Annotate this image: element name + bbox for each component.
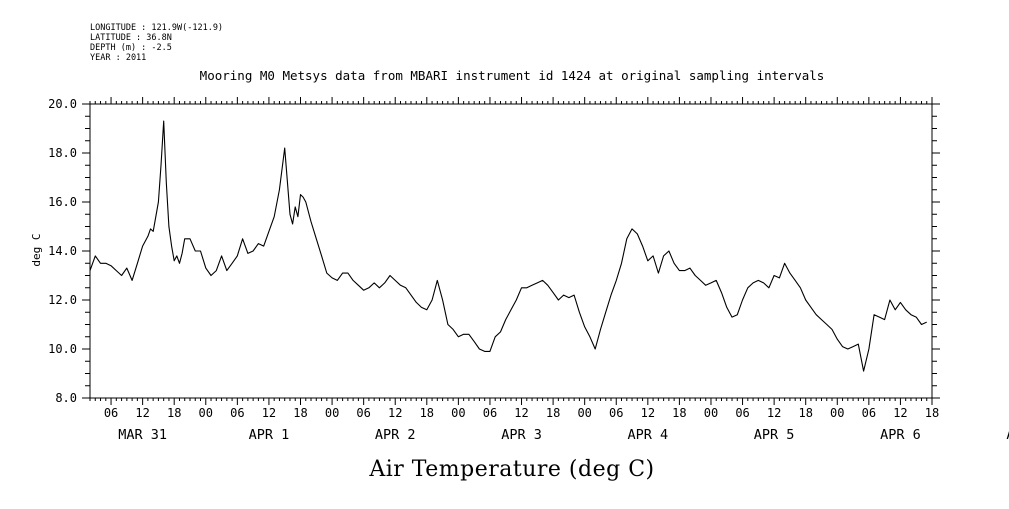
- meta-longitude: LONGITUDE : 121.9W(-121.9): [90, 23, 223, 33]
- x-hour-tick-label: 06: [230, 406, 244, 420]
- y-tick-label: 12.0: [48, 293, 77, 307]
- y-tick-label: 14.0: [48, 244, 77, 258]
- x-hour-tick-label: 18: [672, 406, 686, 420]
- x-hour-tick-label: 00: [704, 406, 718, 420]
- y-tick-label: 10.0: [48, 342, 77, 356]
- x-date-label: MAR 31: [118, 427, 167, 443]
- x-hour-tick-label: 06: [104, 406, 118, 420]
- x-hour-tick-label: 12: [388, 406, 402, 420]
- meta-year: YEAR : 2011: [90, 53, 146, 63]
- x-axis-title: Air Temperature (deg C): [368, 457, 654, 482]
- y-axis-label: deg C: [30, 233, 43, 266]
- x-hour-tick-label: 00: [325, 406, 339, 420]
- x-date-label: APR 2: [375, 427, 416, 443]
- y-tick-label: 8.0: [55, 391, 77, 405]
- axis-tick-labels: 8.0 10.0 12.0 14.0 16.0 18.0 20.0 06 12 18 00 06 12 1…: [48, 97, 1009, 443]
- x-date-label: APR 4: [628, 427, 669, 443]
- x-hour-tick-label: 06: [356, 406, 370, 420]
- x-date-label: APR 5: [754, 427, 795, 443]
- x-hour-tick-label: 12: [641, 406, 655, 420]
- x-hour-tick-label: 12: [514, 406, 528, 420]
- x-hour-tick-label: 18: [546, 406, 560, 420]
- x-hour-tick-label: 06: [735, 406, 749, 420]
- meta-depth: DEPTH (m) : -2.5: [90, 43, 172, 53]
- x-hour-tick-label: 18: [167, 406, 181, 420]
- x-hour-tick-label: 18: [798, 406, 812, 420]
- x-hour-tick-label: 12: [135, 406, 149, 420]
- plot-frame: [89, 103, 933, 399]
- x-hour-tick-label: 12: [767, 406, 781, 420]
- x-hour-tick-label: 06: [862, 406, 876, 420]
- x-date-label: APR 6: [880, 427, 921, 443]
- meta-latitude: LATITUDE : 36.8N: [90, 33, 172, 43]
- x-date-label: APR 3: [501, 427, 542, 443]
- series-line-air-temperature: [89, 120, 927, 372]
- chart-title: Mooring M0 Metsys data from MBARI instru…: [200, 68, 825, 83]
- x-date-label: APR 1: [249, 427, 290, 443]
- y-tick-label: 16.0: [48, 195, 77, 209]
- y-tick-label: 18.0: [48, 146, 77, 160]
- x-hour-tick-label: 18: [293, 406, 307, 420]
- x-hour-tick-label: 00: [451, 406, 465, 420]
- x-hour-tick-label: 18: [420, 406, 434, 420]
- x-hour-tick-label: 00: [577, 406, 591, 420]
- series-group: [89, 120, 927, 372]
- axis-ticks: [82, 97, 940, 405]
- x-hour-tick-label: 18: [925, 406, 939, 420]
- x-hour-tick-label: 00: [830, 406, 844, 420]
- x-hour-tick-label: 12: [893, 406, 907, 420]
- x-date-label: APR 7: [1006, 427, 1009, 443]
- metadata-block: LONGITUDE : 121.9W(-121.9) LATITUDE : 36…: [90, 23, 223, 63]
- x-hour-tick-label: 00: [199, 406, 213, 420]
- x-hour-tick-label: 12: [262, 406, 276, 420]
- x-hour-tick-label: 06: [483, 406, 497, 420]
- y-tick-label: 20.0: [48, 97, 77, 111]
- x-hour-tick-label: 06: [609, 406, 623, 420]
